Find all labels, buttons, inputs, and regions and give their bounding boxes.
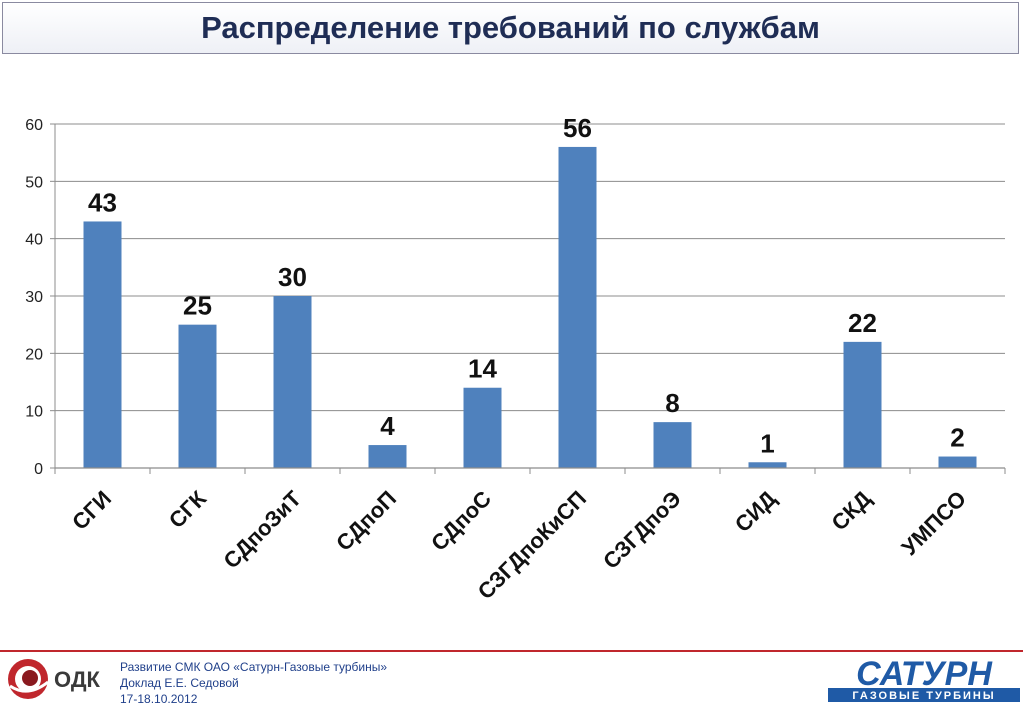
- footer-line-2: Доклад Е.Е. Седовой: [120, 676, 239, 690]
- y-tick-label: 20: [25, 346, 43, 363]
- bar: [273, 296, 312, 468]
- data-label: 56: [563, 113, 592, 143]
- data-label: 2: [950, 423, 964, 453]
- data-label: 22: [848, 308, 877, 338]
- y-tick-label: 30: [25, 289, 43, 306]
- bar: [178, 324, 217, 468]
- bar: [843, 341, 882, 468]
- footer-line-3: 17-18.10.2012: [120, 692, 198, 706]
- data-label: 14: [468, 354, 497, 384]
- footer-divider: [0, 650, 1023, 652]
- category-label: СДпоС: [426, 486, 496, 556]
- category-label: УМПСО: [897, 486, 971, 560]
- saturn-logo: САТУРН ГАЗОВЫЕ ТУРБИНЫ: [828, 655, 1020, 702]
- data-label: 25: [183, 291, 212, 321]
- y-tick-label: 40: [25, 232, 43, 249]
- category-label: СГИ: [67, 486, 116, 535]
- svg-text:САТУРН: САТУРН: [856, 655, 993, 693]
- page-title: Распределение требований по службам: [201, 10, 820, 45]
- bar: [368, 445, 407, 468]
- category-label: СИД: [730, 486, 781, 537]
- footer-line-1: Развитие СМК ОАО «Сатурн-Газовые турбины…: [120, 660, 388, 674]
- title-bar: Распределение требований по службам: [2, 2, 1019, 54]
- bar: [748, 462, 787, 468]
- y-tick-label: 0: [34, 461, 43, 478]
- category-label: СДпоЗиТ: [219, 485, 307, 573]
- data-label: 30: [278, 262, 307, 292]
- y-tick-label: 10: [25, 404, 43, 421]
- odk-logo: ОДК: [8, 659, 100, 699]
- footer-text: Развитие СМК ОАО «Сатурн-Газовые турбины…: [120, 659, 387, 707]
- bar: [938, 456, 977, 468]
- data-label: 4: [380, 411, 395, 441]
- category-label: СЗГДпоЭ: [598, 486, 686, 574]
- category-label: СКД: [827, 486, 877, 536]
- bar-chart: 0 10 20 30 40 50 60 43 СГИ 25 СГК 30 СДпоЗиТ 4 СДпоП 14…: [25, 113, 1006, 604]
- bar: [653, 422, 692, 468]
- category-label: СГК: [164, 485, 212, 533]
- category-label: СДпоП: [331, 486, 401, 556]
- bar: [463, 387, 502, 468]
- y-tick-label: 50: [25, 174, 43, 191]
- data-label: 43: [88, 187, 117, 217]
- svg-text:ГАЗОВЫЕ ТУРБИНЫ: ГАЗОВЫЕ ТУРБИНЫ: [852, 690, 995, 702]
- bar: [558, 146, 597, 468]
- data-label: 8: [665, 388, 679, 418]
- y-tick-label: 60: [25, 117, 43, 134]
- svg-text:ОДК: ОДК: [54, 667, 100, 692]
- bar: [83, 221, 122, 468]
- data-label: 1: [760, 428, 774, 458]
